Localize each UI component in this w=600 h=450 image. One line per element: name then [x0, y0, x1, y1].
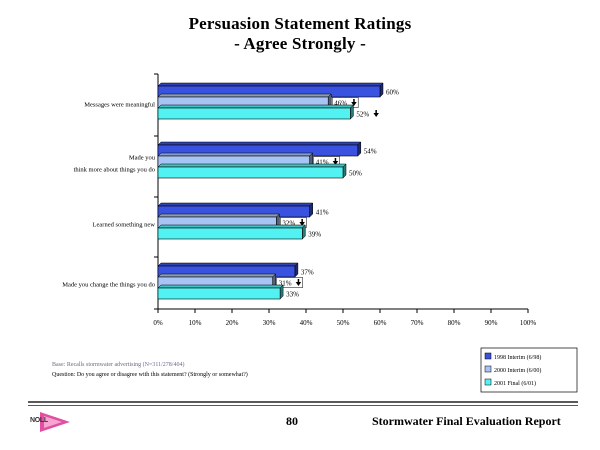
data-label: 32%	[282, 220, 295, 228]
chart-title: Persuasion Statement Ratings	[188, 14, 412, 33]
bar-top-face	[157, 93, 332, 98]
x-tick-label: 60%	[374, 319, 387, 327]
down-arrow-icon	[373, 110, 379, 117]
footer-divider-thin	[28, 405, 578, 406]
logo-graphic	[40, 412, 70, 432]
x-tick-label: 80%	[448, 319, 461, 327]
page-number: 80	[286, 414, 298, 428]
base-note: Base: Recalls stormwater advertising (N=…	[52, 362, 185, 368]
bar-top-face	[157, 104, 355, 109]
report-title: Stormwater Final Evaluation Report	[372, 414, 561, 428]
data-label: 50%	[349, 170, 362, 178]
chart-subtitle: - Agree Strongly -	[234, 34, 366, 53]
footer-divider	[28, 401, 578, 403]
x-tick-label: 70%	[411, 319, 424, 327]
bar	[157, 166, 344, 179]
x-tick-label: 20%	[226, 319, 239, 327]
data-label: 33%	[286, 291, 299, 299]
category-label: Learned something new	[93, 222, 156, 229]
x-tick-label: 90%	[485, 319, 498, 327]
bar-top-face	[157, 262, 299, 267]
category-label: think more about things you do	[74, 167, 155, 174]
data-label: 60%	[386, 89, 399, 97]
data-label: 31%	[279, 280, 292, 288]
down-arrow-icon	[299, 219, 305, 226]
bar-top-face	[157, 82, 384, 87]
down-arrow-icon	[351, 99, 357, 106]
legend-label: 1998 Interim (6/98)	[494, 354, 541, 361]
category-label: Made you change the things you do	[62, 282, 155, 289]
x-tick-label: 10%	[189, 319, 202, 327]
legend-label: 2001 Final (6/01)	[494, 380, 536, 387]
x-tick-label: 30%	[263, 319, 276, 327]
data-label: 39%	[308, 231, 321, 239]
data-label: 54%	[364, 148, 377, 156]
legend-box	[480, 347, 578, 393]
logo-inner-triangle-icon	[44, 416, 62, 428]
bar-top-face	[157, 163, 347, 168]
legend-swatch	[484, 365, 492, 373]
logo-text: NOLL	[30, 417, 48, 424]
x-tick-label: 100%	[520, 319, 537, 327]
down-arrow-icon	[295, 279, 302, 286]
data-label: 41%	[316, 209, 329, 217]
bar-top-face	[157, 213, 281, 218]
data-label: 41%	[316, 159, 329, 167]
x-tick-label: 40%	[300, 319, 313, 327]
down-arrow-icon	[332, 158, 339, 165]
legend-label: 2000 Interim (6/00)	[494, 367, 541, 374]
x-tick-label: 50%	[337, 319, 350, 327]
company-logo: NOLL	[30, 410, 80, 434]
bar	[157, 227, 303, 240]
data-label: 46%	[334, 100, 347, 108]
bar	[157, 107, 351, 120]
legend-swatch	[484, 352, 492, 360]
category-label: Messages were meaningful	[84, 102, 155, 109]
bar-top-face	[157, 224, 306, 229]
question-note: Question: Do you agree or disagree with …	[52, 372, 248, 378]
bar-top-face	[157, 273, 277, 278]
data-label-box	[276, 277, 303, 288]
x-tick-label: 0%	[153, 319, 163, 327]
data-label: 37%	[301, 269, 314, 277]
category-label: Made you	[129, 155, 156, 162]
legend-swatch	[484, 378, 492, 386]
bar	[157, 287, 281, 300]
bar-top-face	[157, 141, 362, 146]
bar-top-face	[157, 284, 284, 289]
bar-top-face	[157, 202, 314, 207]
data-label: 52%	[356, 111, 369, 119]
bar-top-face	[157, 152, 314, 157]
